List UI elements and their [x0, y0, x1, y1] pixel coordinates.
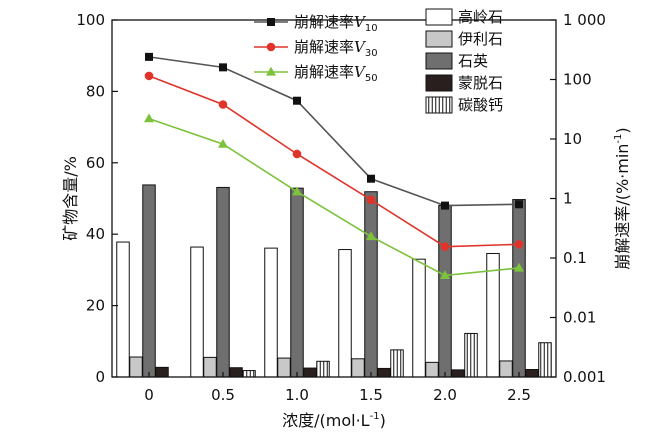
y-left-tick-label-5: 100: [76, 11, 105, 29]
bar-2-2: [290, 187, 304, 378]
legend-bar-swatch-2: [425, 52, 453, 70]
bar-3-3: [377, 367, 391, 378]
axis-titles: 浓度/(mol·L-1) 矿物含量/% 崩解速率/(%·min-1): [61, 127, 632, 430]
y-right-tick-label-1: 0.01: [563, 309, 596, 327]
x-tick-label-5: 2.5: [507, 386, 531, 404]
bar-0-5: [486, 252, 500, 378]
bar-4-2: [316, 360, 330, 378]
bar-0-3: [338, 249, 352, 378]
bar-1-3: [351, 358, 365, 378]
x-tick-label-1: 0.5: [211, 386, 235, 404]
point-1-5: [514, 239, 524, 249]
bar-2-4: [438, 204, 452, 378]
y-right-axis-title: 崩解速率/(%·min-1): [613, 127, 632, 269]
legend-bar-label-4: 碳酸钙: [458, 96, 503, 114]
y-right-tick-label-6: 1 000: [563, 11, 606, 29]
y-left-tick-label-3: 60: [86, 154, 105, 172]
point-1-3: [366, 195, 376, 205]
point-2-1: [218, 138, 228, 148]
bar-3-2: [303, 367, 317, 378]
legend-bar-swatch-1: [425, 30, 453, 48]
y-left-tick-label-0: 0: [95, 368, 105, 386]
bar-4-4: [464, 332, 478, 378]
y-left-tick-label-2: 40: [86, 225, 105, 243]
y-left-tick-label-1: 20: [86, 297, 105, 315]
bar-0-0: [116, 241, 130, 378]
y-left-axis-title: 矿物含量/%: [61, 156, 80, 241]
line-series-1: [148, 75, 520, 248]
x-tick-label-3: 1.5: [359, 386, 383, 404]
axis-ticks: 0 20 40 60 80 100 0.001 0.01 0.1 1 10 100 1 000 0 0.5 1…: [76, 11, 606, 404]
bar-1-2: [277, 357, 291, 378]
point-1-4: [440, 242, 450, 251]
legend-bar-swatch-0: [425, 8, 453, 26]
point-1-0: [144, 71, 154, 81]
y-right-tick-label-2: 0.1: [563, 249, 587, 267]
point-1-2: [292, 149, 302, 159]
bar-2-5: [512, 199, 526, 378]
bar-1-0: [129, 356, 143, 378]
bar-1-1: [203, 356, 217, 378]
y-right-tick-label-5: 100: [563, 71, 592, 89]
point-2-5: [514, 262, 524, 272]
bar-3-0: [155, 366, 169, 378]
bar-4-5: [538, 342, 552, 378]
legend-line-label-0: 崩解速率V10: [294, 13, 378, 34]
x-tick-label-2: 1.0: [285, 386, 309, 404]
legend-marker-2: [266, 66, 276, 76]
bar-3-1: [229, 367, 243, 378]
point-0-4: [441, 201, 449, 210]
point-1-1: [218, 100, 228, 109]
point-0-3: [367, 174, 375, 183]
bar-4-3: [390, 349, 404, 378]
point-2-0: [144, 113, 154, 123]
y-right-tick-label-0: 0.001: [563, 368, 606, 386]
legend-bar-label-3: 蒙脱石: [458, 74, 503, 92]
bar-1-4: [425, 361, 439, 378]
x-tick-label-0: 0: [144, 386, 154, 404]
bar-2-1: [216, 186, 230, 378]
legend-bar-label-2: 石英: [458, 52, 488, 70]
bar-0-4: [412, 258, 426, 378]
point-2-4: [440, 270, 450, 279]
legend-bar-label-0: 高岭石: [458, 8, 503, 26]
legend-marker-0: [267, 18, 275, 26]
legend-bar-swatch-3: [425, 74, 453, 92]
legend-bar-swatch-4: [425, 96, 453, 114]
point-0-0: [145, 52, 153, 61]
bar-2-0: [142, 184, 156, 378]
point-0-2: [293, 96, 301, 105]
bar-2-3: [364, 191, 378, 378]
bar-3-4: [451, 369, 465, 378]
legend-bar-label-1: 伊利石: [458, 30, 503, 48]
legend-line-label-2: 崩解速率V50: [294, 63, 378, 84]
line-series-0: [148, 56, 520, 207]
line-series-2: [148, 117, 520, 277]
point-2-2: [292, 186, 302, 196]
legend-marker-1: [266, 42, 276, 52]
bar-4-1: [242, 370, 256, 378]
bar-1-5: [499, 360, 513, 378]
bar-0-2: [264, 247, 278, 378]
y-left-tick-label-4: 80: [86, 82, 105, 100]
bar-0-1: [190, 246, 204, 378]
bar-3-5: [525, 369, 539, 378]
x-axis-title: 浓度/(mol·L-1): [282, 411, 386, 430]
legend-line-label-1: 崩解速率V30: [294, 38, 378, 59]
y-right-tick-label-3: 1: [563, 190, 573, 208]
point-0-1: [219, 63, 227, 72]
x-tick-label-4: 2.0: [433, 386, 457, 404]
point-0-5: [515, 200, 523, 209]
point-2-3: [366, 231, 376, 241]
y-right-tick-label-4: 10: [563, 130, 582, 148]
